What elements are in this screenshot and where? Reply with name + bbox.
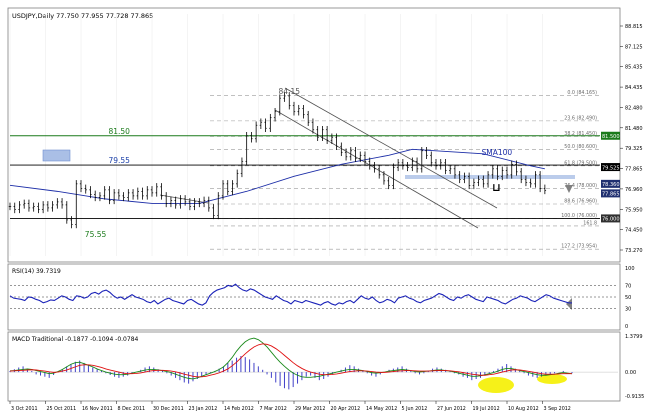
time-axis-label: 25 Oct 2011 <box>47 406 77 412</box>
price-axis-label: 84.435 <box>625 85 643 91</box>
fib-level-label: 100.0 (76.000) <box>561 213 597 219</box>
price-tag-label: 79.525 <box>602 165 620 171</box>
price-tag-box <box>601 131 620 140</box>
price-axis-label: 73.270 <box>625 248 643 254</box>
fib-level-label: 88.6 (76.960) <box>564 198 597 204</box>
price-axis: 88.815 87.125 85.435 84.435 82.480 81.480 79.3… <box>620 24 643 254</box>
channel-upper-line[interactable] <box>284 87 498 209</box>
rsi-left-arrow-icon <box>566 298 572 310</box>
price-annotation: 84.15 <box>279 87 301 96</box>
time-axis-label: 14 May 2012 <box>366 406 397 412</box>
price-tag-label: 77.865 <box>602 192 620 198</box>
price-annotation: 79.55 <box>108 156 130 165</box>
rsi-line <box>9 283 573 306</box>
fib-level-label: 0.0 (84.165) <box>567 90 597 96</box>
macd-indicator: 1.3799 0.00 -0.9135 <box>9 334 644 400</box>
time-axis-label: 30 Dec 2011 <box>153 406 184 412</box>
price-tag-label: 81.500 <box>602 134 620 140</box>
macd-axis-label: -0.9135 <box>625 394 644 400</box>
time-axis-label: 29 Mar 2012 <box>295 406 325 412</box>
macd-signal-line <box>9 343 572 378</box>
price-annotations: 84.15 81.50 79.55 75.55 SMA100 <box>85 87 513 239</box>
rsi-axis-label: 30 <box>625 307 631 313</box>
price-annotation: 81.50 <box>108 127 130 136</box>
time-axis-label: 5 Jun 2012 <box>402 406 428 412</box>
rsi-axis-label: 50 <box>625 295 631 301</box>
price-axis-label: 87.125 <box>625 44 643 50</box>
price-tag-box <box>601 214 620 223</box>
macd-axis-label: 1.3799 <box>625 334 643 340</box>
macd-main-line <box>9 337 573 380</box>
fib-level-label: 76.4 (78.000) <box>564 183 597 189</box>
time-axis-label: 3 Oct 2011 <box>11 406 38 412</box>
horizontal-levels <box>10 135 600 219</box>
time-axis-label: 19 Jul 2012 <box>473 406 500 412</box>
fib-level-label: 127.2 (73.954) <box>561 244 597 250</box>
resistance-zone-box <box>42 149 71 162</box>
price-axis-label: 88.815 <box>625 24 643 30</box>
rsi-indicator: 100 70 50 30 0 <box>9 266 635 330</box>
fib-level-label: 161.8 <box>583 220 597 226</box>
price-annotation: SMA100 <box>482 148 513 157</box>
macd-panel-title: MACD Traditional -0.1877 -0.1094 -0.0784 <box>12 336 139 343</box>
time-axis-label: 27 Jun 2012 <box>437 406 466 412</box>
time-axis-label: 10 Aug 2012 <box>508 406 539 412</box>
rsi-axis-label: 100 <box>625 266 635 272</box>
price-axis-label: 81.480 <box>625 126 643 132</box>
price-bars <box>8 92 547 229</box>
time-axis-label: 23 Jan 2012 <box>189 406 218 412</box>
price-axis-label: 79.325 <box>625 146 643 152</box>
fib-level-label: 50.0 (80.600) <box>564 144 597 150</box>
time-axis-label: 14 Feb 2012 <box>224 406 254 412</box>
rsi-panel-title: RSI(14) 39.7319 <box>12 268 61 275</box>
rsi-axis-label: 70 <box>625 283 631 289</box>
macd-highlight-left <box>478 377 514 393</box>
macd-panel[interactable] <box>7 331 621 402</box>
time-axis: 3 Oct 2011 25 Oct 2011 16 Nov 2011 8 Dec 20… <box>9 401 571 412</box>
macd-highlight-right <box>537 374 567 384</box>
time-axis-label: 20 Apr 2012 <box>331 406 361 412</box>
price-annotation: 75.55 <box>85 230 107 239</box>
macd-axis-label: 0.00 <box>625 370 636 376</box>
down-arrow-icon <box>565 185 573 193</box>
sma-polyline <box>9 148 545 204</box>
time-axis-label: 16 Nov 2011 <box>82 406 113 412</box>
price-tag-box <box>601 163 620 172</box>
price-axis-label: 74.450 <box>625 228 643 234</box>
price-panel[interactable] <box>7 7 621 263</box>
rsi-axis-label: 0 <box>625 324 628 330</box>
cup-marker-icon: ⊔ <box>492 181 501 194</box>
price-axis-label: 85.435 <box>625 65 643 71</box>
price-tag-label: 78.360 <box>602 182 620 188</box>
channel-lower-line[interactable] <box>274 109 479 229</box>
price-axis-label: 82.480 <box>625 105 643 111</box>
price-tag-label: 76.000 <box>602 217 620 223</box>
fib-level-label: 38.2 (81.450) <box>564 131 597 137</box>
sma-line <box>9 148 545 204</box>
price-tags: 81.500 79.525 78.360 77.865 76.000 <box>601 131 620 223</box>
fib-level-label: 61.8 (79.500) <box>564 160 597 166</box>
time-axis-label: 3 Sep 2012 <box>544 406 571 412</box>
price-axis-label: 77.865 <box>625 167 643 173</box>
price-axis-label: 76.960 <box>625 187 643 193</box>
time-axis-label: 7 Mar 2012 <box>260 406 287 412</box>
price-tag-box <box>601 189 620 198</box>
support-zone-band <box>405 175 575 179</box>
price-grid <box>9 14 543 256</box>
fib-level-label: 23.6 (82.490) <box>564 115 597 121</box>
price-axis-label: 75.950 <box>625 207 643 213</box>
price-tag-box <box>601 179 620 188</box>
price-panel-title: USDJPY,Daily 77.750 77.955 77.728 77.865 <box>12 12 153 20</box>
time-axis-label: 8 Dec 2011 <box>118 406 146 412</box>
